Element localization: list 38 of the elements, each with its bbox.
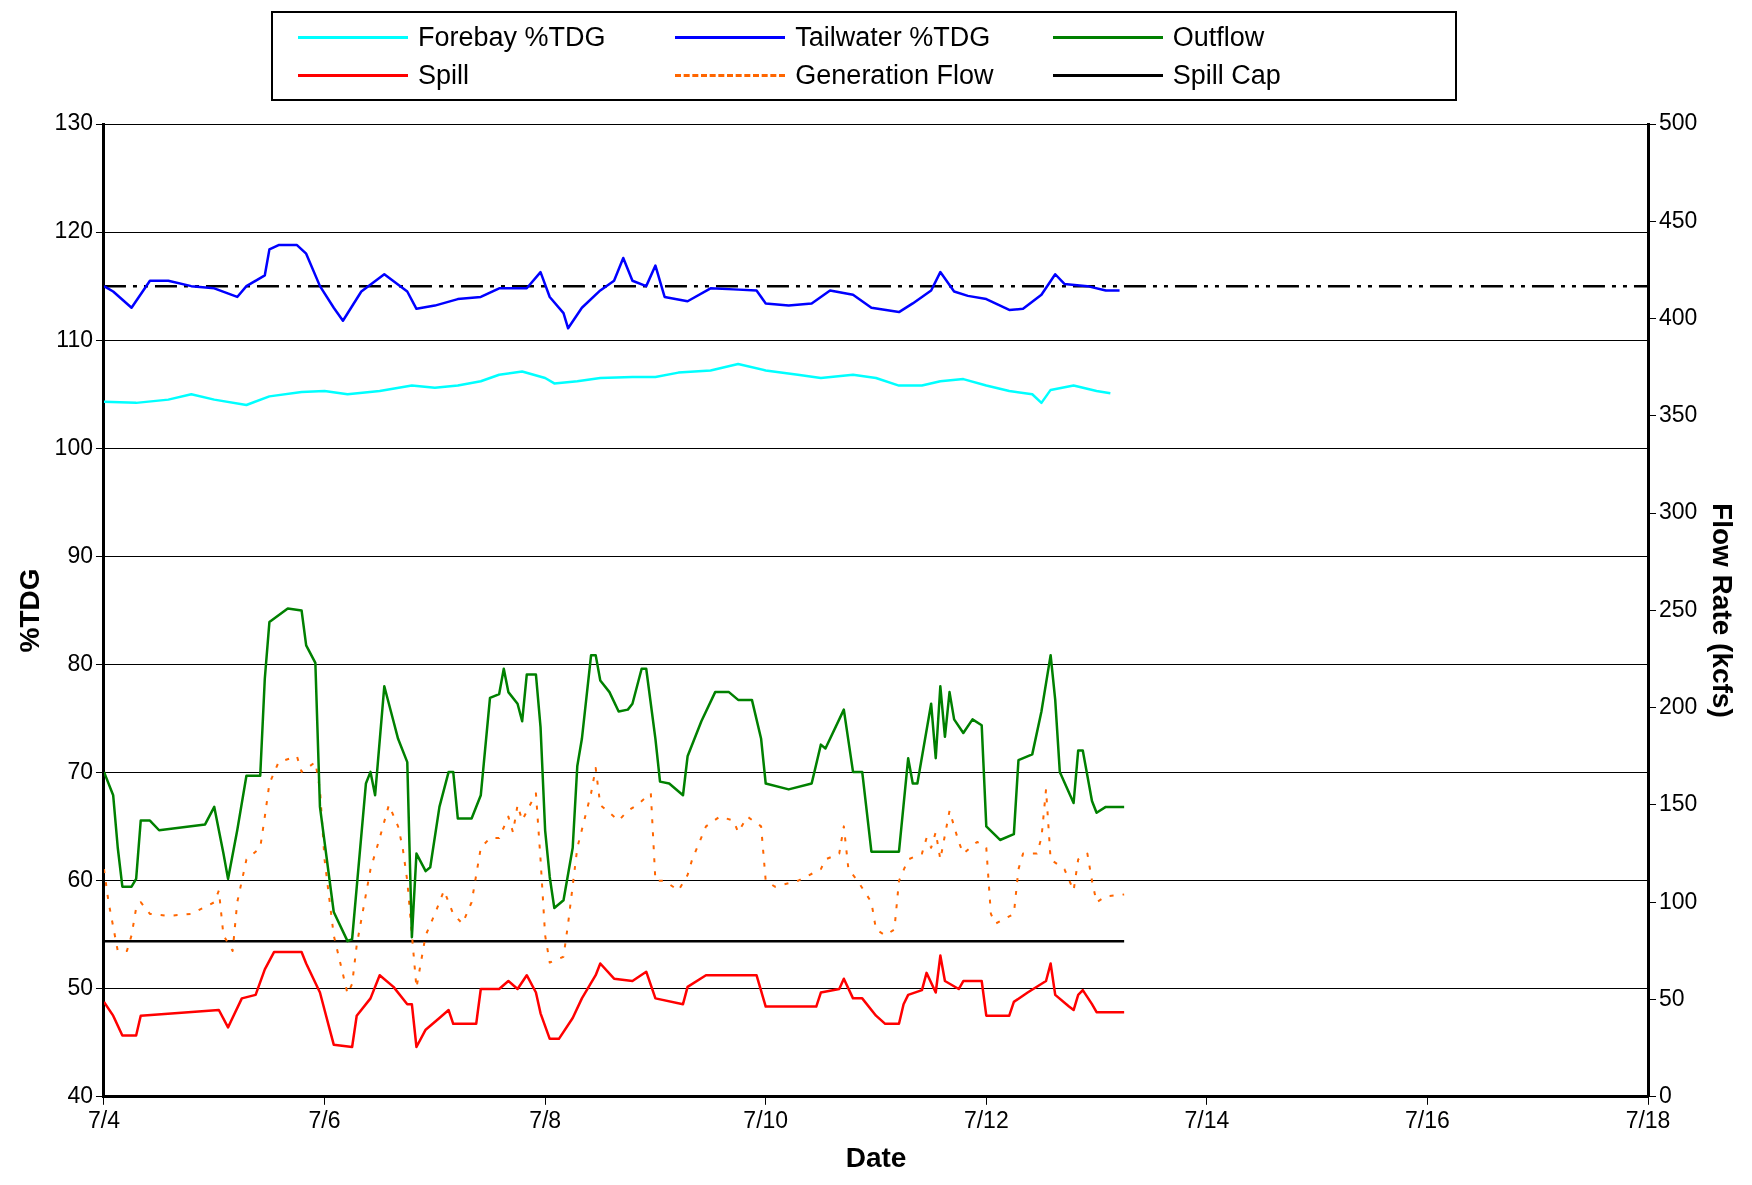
x-axis-title: Date [845, 1141, 907, 1173]
y2-tick-label: 150 [1659, 790, 1698, 817]
y-tick-label: 70 [67, 757, 93, 784]
x-tick-label: 7/14 [1184, 1106, 1230, 1133]
x-tick-label: 7/16 [1405, 1106, 1450, 1133]
y2-axis-title: Flow Rate (kcfs) [1707, 503, 1739, 718]
legend-label: Outflow [1172, 21, 1265, 53]
x-tick-label: 7/4 [87, 1106, 121, 1133]
y-tick-label: 90 [67, 541, 93, 568]
y2-tick-label: 100 [1659, 887, 1698, 914]
legend-label: Spill [418, 59, 470, 91]
y-tick-label: 40 [67, 1082, 93, 1109]
legend-label: Spill Cap [1172, 59, 1281, 91]
y-tick-label: 80 [67, 649, 93, 676]
y2-tick-label: 50 [1659, 984, 1685, 1011]
y2-tick-label: 450 [1659, 206, 1698, 233]
y-tick-label: 50 [67, 974, 93, 1001]
x-tick-label: 7/18 [1625, 1106, 1671, 1133]
y-axis-title: %TDG [13, 568, 45, 653]
y2-tick-label: 200 [1659, 693, 1698, 720]
y2-tick-label: 250 [1659, 595, 1698, 622]
y-tick-label: 60 [67, 865, 93, 892]
legend-label: Forebay %TDG [418, 21, 606, 53]
y-tick-label: 110 [56, 325, 93, 352]
y-tick-label: 100 [54, 433, 93, 460]
legend-label: Tailwater %TDG [795, 21, 991, 53]
y-tick-label: 130 [54, 109, 93, 136]
x-tick-label: 7/8 [529, 1106, 562, 1133]
legend-label: Generation Flow [795, 59, 994, 91]
y-tick-label: 120 [54, 217, 93, 244]
x-tick-label: 7/6 [308, 1106, 341, 1133]
x-tick-label: 7/10 [743, 1106, 789, 1133]
y2-tick-label: 500 [1659, 109, 1698, 136]
y2-tick-label: 400 [1659, 303, 1698, 330]
x-tick-label: 7/12 [963, 1106, 1009, 1133]
y2-tick-label: 350 [1659, 401, 1698, 428]
y2-tick-label: 0 [1659, 1082, 1672, 1109]
y2-tick-label: 300 [1659, 498, 1698, 525]
